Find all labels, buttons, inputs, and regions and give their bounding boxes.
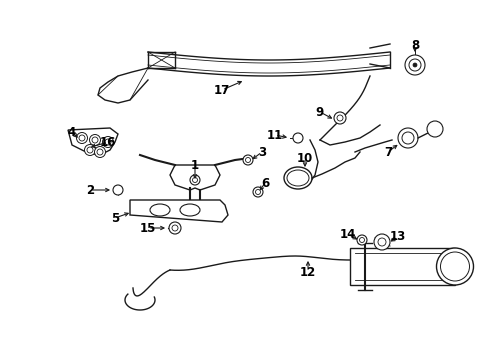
Circle shape bbox=[76, 132, 87, 144]
Text: 4: 4 bbox=[68, 126, 76, 139]
Circle shape bbox=[252, 187, 263, 197]
Polygon shape bbox=[130, 200, 227, 222]
Polygon shape bbox=[349, 248, 454, 285]
Text: 17: 17 bbox=[213, 84, 230, 96]
Circle shape bbox=[169, 222, 181, 234]
Text: 8: 8 bbox=[410, 39, 418, 51]
Circle shape bbox=[404, 55, 424, 75]
Text: 9: 9 bbox=[315, 105, 324, 118]
Text: 3: 3 bbox=[257, 145, 265, 158]
Ellipse shape bbox=[150, 204, 170, 216]
Circle shape bbox=[412, 63, 416, 67]
Text: 5: 5 bbox=[111, 212, 119, 225]
Circle shape bbox=[102, 136, 113, 148]
Circle shape bbox=[113, 185, 123, 195]
Polygon shape bbox=[170, 165, 220, 190]
Circle shape bbox=[397, 128, 417, 148]
Circle shape bbox=[190, 175, 200, 185]
Circle shape bbox=[84, 144, 95, 156]
Ellipse shape bbox=[284, 167, 311, 189]
Polygon shape bbox=[68, 128, 118, 155]
Circle shape bbox=[426, 121, 442, 137]
Circle shape bbox=[436, 248, 472, 285]
Circle shape bbox=[373, 234, 389, 250]
Text: 7: 7 bbox=[383, 145, 391, 158]
Circle shape bbox=[89, 135, 101, 145]
Circle shape bbox=[243, 155, 252, 165]
Circle shape bbox=[356, 235, 366, 245]
Circle shape bbox=[292, 133, 303, 143]
Circle shape bbox=[333, 112, 346, 124]
Text: 2: 2 bbox=[86, 184, 94, 197]
Text: 10: 10 bbox=[296, 152, 312, 165]
Ellipse shape bbox=[180, 204, 200, 216]
Text: 16: 16 bbox=[100, 135, 116, 149]
Text: 11: 11 bbox=[266, 129, 283, 141]
Text: 12: 12 bbox=[299, 266, 315, 279]
Circle shape bbox=[94, 147, 105, 158]
Text: 14: 14 bbox=[339, 228, 355, 240]
Text: 6: 6 bbox=[260, 176, 268, 189]
Text: 15: 15 bbox=[140, 221, 156, 234]
Text: 13: 13 bbox=[389, 230, 406, 243]
Text: 1: 1 bbox=[190, 158, 199, 171]
